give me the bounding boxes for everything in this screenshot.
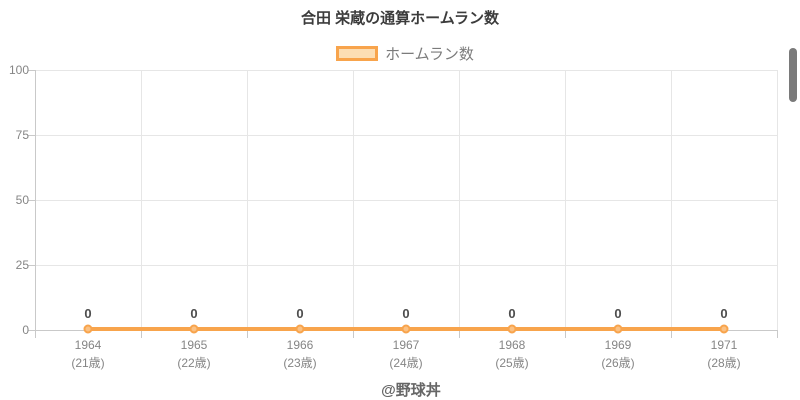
- x-axis-label-year: 1967: [392, 338, 420, 352]
- y-axis-tick: [28, 135, 35, 136]
- data-point-label: 0: [402, 306, 410, 321]
- y-axis-line: [35, 70, 36, 338]
- y-axis-tick: [28, 265, 35, 266]
- x-axis-label: 1964 (21歳): [40, 336, 136, 372]
- gridline-vertical: [141, 70, 142, 330]
- x-axis-label: 1965 (22歳): [146, 336, 242, 372]
- data-point[interactable]: [507, 324, 517, 334]
- gridline-vertical: [565, 70, 566, 330]
- data-point[interactable]: [83, 324, 93, 334]
- y-axis-tick: [28, 330, 35, 331]
- gridline-vertical: [777, 70, 778, 330]
- gridline-horizontal: [35, 135, 777, 136]
- data-point[interactable]: [401, 324, 411, 334]
- x-axis-label-age: (23歳): [283, 356, 317, 370]
- data-point-label: 0: [614, 306, 622, 321]
- y-axis-label: 0: [22, 323, 29, 337]
- y-axis-label: 50: [15, 193, 29, 207]
- watermark: @野球丼: [381, 382, 441, 399]
- y-axis-label: 25: [15, 258, 29, 272]
- data-point[interactable]: [189, 324, 199, 334]
- x-axis-tick: [565, 330, 566, 338]
- data-point[interactable]: [295, 324, 305, 334]
- gridline-horizontal: [35, 70, 777, 71]
- x-axis-label-age: (21歳): [71, 356, 105, 370]
- x-axis-label-year: 1968: [498, 338, 526, 352]
- x-axis-tick: [459, 330, 460, 338]
- gridline-horizontal: [35, 265, 777, 266]
- data-point-label: 0: [508, 306, 516, 321]
- x-axis-label: 1968 (25歳): [464, 336, 560, 372]
- x-axis-label-age: (26歳): [601, 356, 635, 370]
- gridline-vertical: [353, 70, 354, 330]
- legend-item[interactable]: ホームラン数: [0, 43, 800, 63]
- x-axis-tick: [777, 330, 778, 338]
- legend-label: ホームラン数: [385, 45, 474, 63]
- x-axis-tick: [247, 330, 248, 338]
- data-point[interactable]: [719, 324, 729, 334]
- data-point-label: 0: [720, 306, 728, 321]
- chart-title: 合田 栄蔵の通算ホームラン数: [301, 10, 499, 27]
- scrollbar-thumb[interactable]: [789, 48, 797, 102]
- y-axis-tick: [28, 200, 35, 201]
- gridline-horizontal: [35, 200, 777, 201]
- x-axis-tick: [141, 330, 142, 338]
- x-axis-label-year: 1966: [286, 338, 314, 352]
- data-point[interactable]: [613, 324, 623, 334]
- x-axis-label: 1966 (23歳): [252, 336, 348, 372]
- x-axis-label-year: 1965: [180, 338, 208, 352]
- y-axis-label: 100: [8, 63, 29, 77]
- x-axis-label-year: 1964: [74, 338, 102, 352]
- gridline-vertical: [247, 70, 248, 330]
- legend-swatch: [336, 45, 379, 61]
- x-axis-label-age: (24歳): [389, 356, 423, 370]
- x-axis-label-year: 1971: [710, 338, 738, 352]
- y-axis-label: 75: [15, 128, 29, 142]
- x-axis-label: 1969 (26歳): [570, 336, 666, 372]
- data-point-label: 0: [190, 306, 198, 321]
- x-axis-label: 1967 (24歳): [358, 336, 454, 372]
- gridline-vertical: [459, 70, 460, 330]
- x-axis-label-age: (25歳): [495, 356, 529, 370]
- x-axis-label-year: 1969: [604, 338, 632, 352]
- gridline-vertical: [671, 70, 672, 330]
- data-point-label: 0: [296, 306, 304, 321]
- y-axis-tick: [28, 70, 35, 71]
- x-axis-label: 1971 (28歳): [676, 336, 772, 372]
- x-axis-tick: [671, 330, 672, 338]
- x-axis-label-age: (22歳): [177, 356, 211, 370]
- x-axis-label-age: (28歳): [707, 356, 741, 370]
- x-axis-tick: [353, 330, 354, 338]
- data-point-label: 0: [84, 306, 92, 321]
